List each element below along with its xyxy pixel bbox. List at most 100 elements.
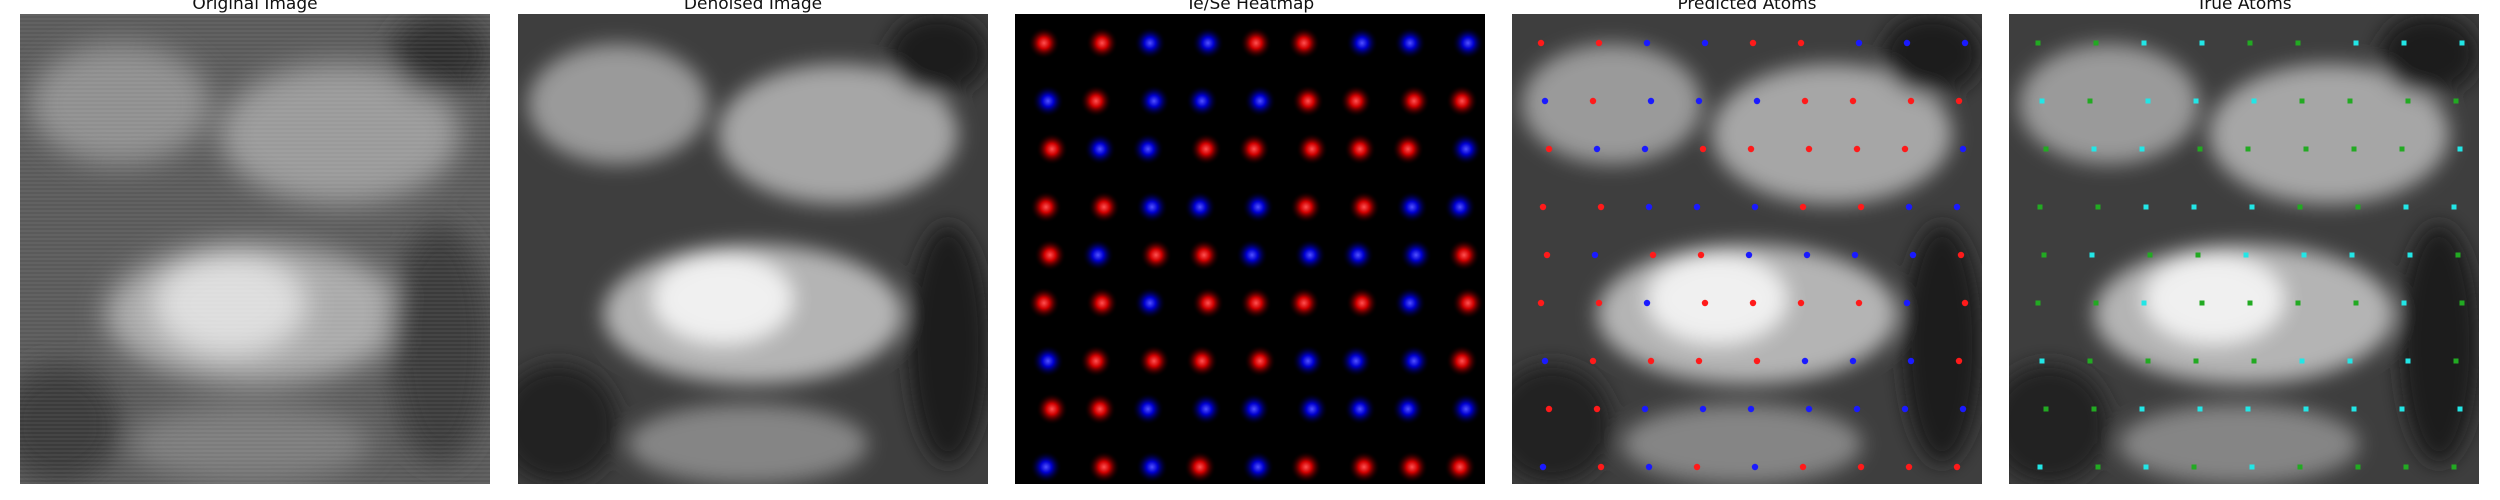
heatmap-te-spot <box>1084 393 1116 425</box>
heatmap-te-spot <box>1188 239 1220 271</box>
predicted-se-atom <box>1961 39 1969 47</box>
heatmap-te-spot <box>1184 451 1216 483</box>
heatmap-se-spot <box>1244 85 1276 117</box>
true-te-atom <box>2087 358 2093 364</box>
heatmap-te-spot <box>1444 451 1476 483</box>
heatmap-te-spot <box>1140 239 1172 271</box>
true-se-atom <box>2197 406 2203 412</box>
predicted-se-atom <box>1699 405 1707 413</box>
predicted-se-atom <box>1959 405 1967 413</box>
predicted-te-atom <box>1543 251 1551 259</box>
panel-denoised: Denoised Image <box>518 0 988 500</box>
predicted-se-atom <box>1647 97 1655 105</box>
predicted-te-atom <box>1545 145 1553 153</box>
predicted-te-atom <box>1907 97 1915 105</box>
predicted-se-atom <box>1645 463 1653 471</box>
true-te-atom <box>2095 204 2101 210</box>
true-se-atom <box>2039 98 2045 104</box>
true-te-atom <box>2191 464 2197 470</box>
true-te-atom <box>2355 204 2361 210</box>
true-te-atom <box>2093 300 2099 306</box>
heatmap-te-spot <box>1028 287 1060 319</box>
predicted-se-atom <box>1801 357 1809 365</box>
heatmap-se-spot <box>1236 239 1268 271</box>
predicted-se-atom <box>1643 299 1651 307</box>
heatmap-te-spot <box>1238 133 1270 165</box>
true-se-atom <box>2303 406 2309 412</box>
predicted-se-atom <box>1641 145 1649 153</box>
heatmap-se-spot <box>1400 239 1432 271</box>
true-se-atom <box>2141 300 2147 306</box>
heatmap-te-spot <box>1036 393 1068 425</box>
true-te-atom <box>2247 40 2253 46</box>
true-se-atom <box>2457 406 2463 412</box>
heatmap-se-spot <box>1444 191 1476 223</box>
heatmap-se-spot <box>1082 239 1114 271</box>
predicted-se-atom <box>1903 39 1911 47</box>
panel-title-predicted: Predicted Atoms <box>1677 0 1817 14</box>
heatmap-te-spot <box>1080 85 1112 117</box>
true-se-atom <box>2299 358 2305 364</box>
heatmap-te-spot <box>1190 133 1222 165</box>
heatmap-se-spot <box>1192 27 1224 59</box>
heatmap-te-spot <box>1030 191 1062 223</box>
panel-title-heatmap: Te/Se Heatmap <box>1185 0 1315 14</box>
heatmap-te-spot <box>1290 451 1322 483</box>
true-se-atom <box>2243 252 2249 258</box>
heatmap-se-spot <box>1450 133 1482 165</box>
predicted-se-atom <box>1541 97 1549 105</box>
heatmap-se-spot <box>1134 27 1166 59</box>
heatmap-se-spot <box>1398 345 1430 377</box>
predicted-se-atom <box>1753 97 1761 105</box>
true-te-atom <box>2297 464 2303 470</box>
heatmap-te-spot <box>1086 287 1118 319</box>
heatmap-se-spot <box>1344 393 1376 425</box>
heatmap-te-spot <box>1446 345 1478 377</box>
true-se-atom <box>2405 358 2411 364</box>
true-se-atom <box>2143 464 2149 470</box>
true-se-atom <box>2245 406 2251 412</box>
predicted-te-atom <box>1647 357 1655 365</box>
true-te-atom <box>2199 300 2205 306</box>
predicted-se-atom <box>1593 145 1601 153</box>
true-se-atom <box>2403 204 2409 210</box>
true-se-atom <box>2193 98 2199 104</box>
heatmap-se-spot <box>1186 85 1218 117</box>
true-te-atom <box>2035 40 2041 46</box>
true-se-atom <box>2459 40 2465 46</box>
predicted-te-atom <box>1747 145 1755 153</box>
true-se-atom <box>2351 406 2357 412</box>
predicted-se-atom <box>1903 299 1911 307</box>
true-te-atom <box>2451 464 2457 470</box>
predicted-se-atom <box>1701 39 1709 47</box>
true-te-atom <box>2145 358 2151 364</box>
heatmap-te-spot <box>1186 345 1218 377</box>
true-te-atom <box>2303 146 2309 152</box>
predicted-te-atom <box>1857 463 1865 471</box>
predicted-te-atom <box>1597 463 1605 471</box>
heatmap-se-spot <box>1136 451 1168 483</box>
true-te-atom <box>2453 98 2459 104</box>
heatmap-te-spot <box>1028 27 1060 59</box>
predicted-se-atom <box>1851 251 1859 259</box>
predicted-se-atom <box>1805 405 1813 413</box>
predicted-te-atom <box>1805 145 1813 153</box>
heatmap-se-spot <box>1134 287 1166 319</box>
true-te-atom <box>2193 358 2199 364</box>
true-se-atom <box>2249 464 2255 470</box>
predicted-te-atom <box>1695 357 1703 365</box>
predicted-se-atom <box>1539 463 1547 471</box>
predicted-te-atom <box>1955 357 1963 365</box>
predicted-te-atom <box>1799 463 1807 471</box>
heatmap-se-spot <box>1084 133 1116 165</box>
heatmap-te-spot <box>1288 287 1320 319</box>
predicted-se-atom <box>1853 405 1861 413</box>
heatmap-te-spot <box>1240 287 1272 319</box>
predicted-se-atom <box>1901 405 1909 413</box>
true-se-atom <box>2347 358 2353 364</box>
heatmap-se-spot <box>1294 239 1326 271</box>
predicted-se-atom <box>1905 203 1913 211</box>
predicted-te-atom <box>1589 97 1597 105</box>
true-se-atom <box>2457 146 2463 152</box>
heatmap-te-spot <box>1086 27 1118 59</box>
